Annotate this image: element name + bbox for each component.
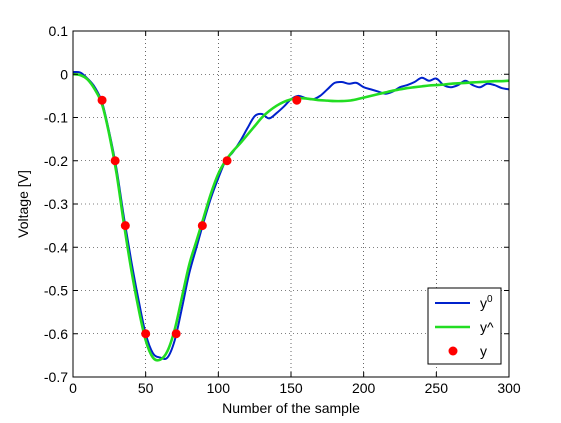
x-tick-label: 200 [352,380,376,396]
data-point [97,95,107,105]
y-tick-label: -0.7 [44,369,68,385]
data-point [110,156,120,166]
legend-label-superscript: 0 [487,294,493,305]
legend-label: y [480,343,487,359]
x-tick-label: 100 [207,380,231,396]
y-tick-label: -0.1 [44,110,68,126]
data-point [171,329,181,339]
y-tick-label: -0.3 [44,196,68,212]
y-axis-label: Voltage [V] [15,170,31,238]
y-tick-label: -0.5 [44,283,68,299]
legend: y0y^y [427,287,502,365]
axis-ticks: 0 50 100 150 200 250 300 0.1 0 -0.1 -0.2 -0.3 -0.4 -0… [44,23,521,396]
series-2 [72,72,510,362]
series-layer [72,70,510,362]
data-point [197,221,207,231]
x-tick-label: 300 [497,380,521,396]
data-point [222,156,232,166]
series-line [72,72,510,362]
x-tick-label: 0 [69,380,77,396]
x-tick-label: 250 [425,380,449,396]
legend-item: y [448,343,487,359]
legend-item: y^ [435,319,494,335]
y-tick-label: -0.6 [44,326,68,342]
y-tick-label: 0 [60,66,68,82]
legend-swatch [448,346,458,356]
x-tick-label: 50 [138,380,154,396]
data-point [292,95,302,105]
x-tick-label: 150 [279,380,303,396]
x-axis-label: Number of the sample [222,400,360,416]
series-3 [97,95,302,339]
y-tick-label: -0.4 [44,239,68,255]
y-tick-label: 0.1 [49,23,69,39]
legend-label: y^ [480,319,494,335]
data-point [120,221,130,231]
y-tick-label: -0.2 [44,153,68,169]
data-point [141,329,151,339]
